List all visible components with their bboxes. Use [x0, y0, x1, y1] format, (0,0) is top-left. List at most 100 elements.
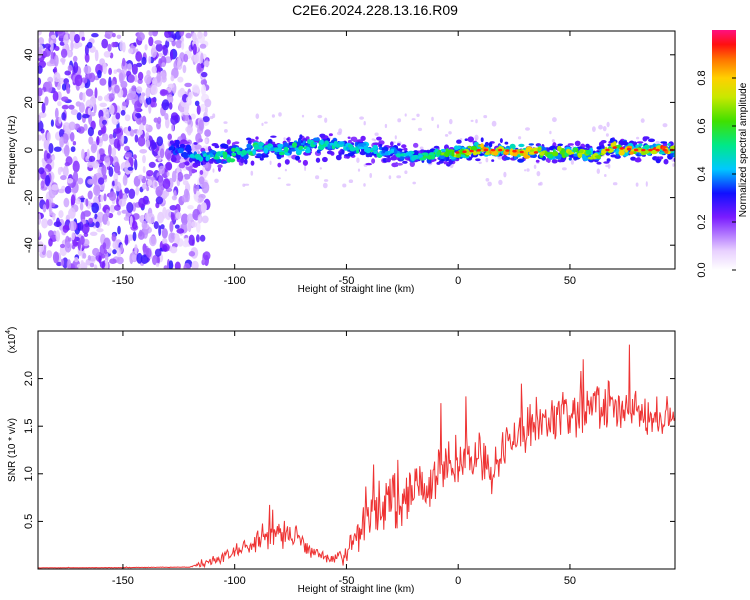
heatmap-cell: [84, 53, 90, 63]
heatmap-cell: [160, 89, 169, 95]
heatmap-cell: [347, 136, 351, 139]
heatmap-cell: [182, 64, 187, 74]
heatmap-cell: [89, 262, 95, 268]
heatmap-cell: [38, 229, 41, 238]
heatmap-cell: [196, 89, 201, 94]
heatmap-cell: [92, 160, 99, 169]
heatmap-cell: [77, 177, 84, 185]
heatmap-cell: [464, 138, 468, 141]
heatmap-cell: [138, 229, 143, 237]
heatmap-cell: [202, 116, 210, 123]
heatmap-cell: [204, 138, 208, 144]
heatmap-cell: [132, 220, 138, 230]
top-x-ticks: -150 -100 -50 0 50: [112, 31, 576, 287]
heatmap-cell: [491, 120, 497, 127]
heatmap-cell: [571, 151, 575, 155]
heatmap-cell: [79, 92, 84, 101]
heatmap-cell: [104, 33, 111, 39]
heatmap-cell: [347, 139, 352, 144]
heatmap-cell: [177, 59, 183, 70]
heatmap-cell: [168, 102, 173, 110]
heatmap-cell: [155, 43, 163, 52]
heatmap-cell: [188, 251, 196, 257]
heatmap-cell: [67, 64, 73, 72]
heatmap-cell: [525, 127, 530, 131]
heatmap-cell: [396, 162, 404, 166]
heatmap-cell: [200, 71, 208, 78]
heatmap-cell: [63, 197, 70, 208]
heatmap-cell: [38, 65, 43, 74]
heatmap-cell: [52, 91, 59, 102]
heatmap-cell: [283, 142, 289, 148]
heatmap-cell: [657, 145, 662, 149]
heatmap-cell: [324, 140, 329, 145]
heatmap-cell: [372, 142, 380, 146]
heatmap-peak: [490, 148, 496, 152]
heatmap-cell: [120, 109, 126, 116]
heatmap-cell: [363, 183, 366, 187]
heatmap-cell: [66, 87, 71, 94]
heatmap-cell: [480, 137, 484, 143]
heatmap-cell: [38, 213, 42, 225]
heatmap-cell: [261, 122, 264, 126]
heatmap-cell: [119, 72, 124, 84]
heatmap-peak: [505, 149, 510, 152]
heatmap-cell: [121, 134, 125, 144]
heatmap-cell: [256, 153, 263, 157]
heatmap-cell: [365, 162, 373, 166]
heatmap-cell: [488, 141, 493, 148]
heatmap-cell: [151, 31, 159, 37]
heatmap-cell: [161, 99, 170, 111]
heatmap-cell: [176, 228, 185, 234]
heatmap-cell: [349, 146, 356, 152]
heatmap-cell: [122, 101, 127, 107]
heatmap-cell: [567, 143, 574, 146]
heatmap-cell: [165, 117, 170, 129]
heatmap-cell: [132, 231, 137, 242]
heatmap-cell: [114, 204, 121, 211]
heatmap-peak: [455, 151, 460, 154]
heatmap-cell: [63, 34, 69, 45]
heatmap-cell: [360, 135, 366, 142]
heatmap-cell: [145, 248, 152, 258]
heatmap-cell: [635, 144, 640, 148]
y-tick-label: 0: [23, 147, 35, 153]
heatmap-cell: [154, 181, 158, 187]
heatmap-cell: [177, 89, 184, 98]
heatmap-cell: [602, 126, 607, 132]
heatmap-cell: [38, 31, 42, 36]
heatmap-cell: [607, 143, 612, 147]
heatmap-cell: [204, 98, 212, 108]
heatmap-cell: [263, 147, 269, 154]
heatmap-cell: [64, 241, 72, 253]
heatmap-cell: [42, 204, 47, 213]
heatmap-cell: [169, 140, 174, 145]
heatmap-cell: [108, 191, 117, 202]
heatmap-cell: [113, 69, 118, 74]
heatmap-cell: [54, 46, 60, 51]
heatmap-cell: [643, 136, 650, 140]
heatmap-cell: [128, 188, 136, 199]
heatmap-cell: [161, 75, 167, 83]
heatmap-cell: [79, 202, 84, 211]
heatmap-cell: [136, 32, 145, 41]
heatmap-cell: [397, 143, 401, 146]
heatmap-cell: [198, 216, 202, 224]
heatmap-cell: [105, 251, 109, 263]
heatmap-cell: [141, 56, 147, 66]
heatmap-cell: [395, 153, 402, 158]
heatmap-cell: [127, 74, 135, 83]
heatmap-cell: [278, 112, 282, 117]
heatmap-cell: [551, 159, 558, 164]
heatmap-cell: [134, 134, 139, 143]
heatmap-cell: [41, 102, 46, 114]
heatmap-cell: [63, 144, 70, 157]
heatmap-cell: [108, 76, 112, 88]
heatmap-cell: [38, 48, 43, 59]
heatmap-cell: [304, 165, 307, 172]
heatmap-cell: [126, 234, 135, 241]
heatmap-cell: [364, 147, 371, 153]
heatmap-cell: [322, 156, 328, 163]
heatmap-cell: [156, 71, 161, 83]
heatmap-cell: [41, 218, 48, 229]
